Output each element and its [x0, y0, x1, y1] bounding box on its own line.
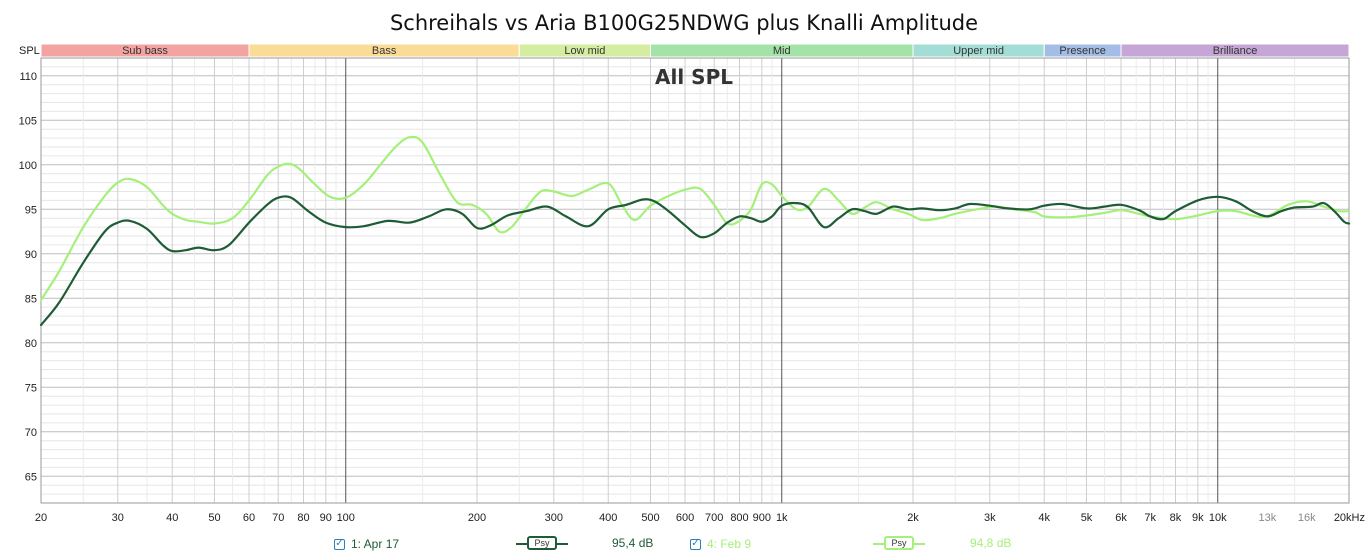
y-tick-label: 80 [25, 338, 37, 350]
series-1-checkbox[interactable]: ✓ [334, 538, 345, 550]
x-tick-label: 20 [35, 512, 47, 524]
band-brilliance [1120, 43, 1350, 58]
band-label: Low mid [564, 45, 605, 57]
y-tick-label: 105 [19, 115, 37, 127]
x-tick-label: 30 [112, 512, 124, 524]
series-2-average-value: 94,8 dB [970, 536, 1012, 550]
x-tick-label: 13k [1259, 512, 1277, 524]
x-tick-label: 9k [1192, 512, 1204, 524]
legend-item-series-2[interactable]: ✓ 4: Feb 9 [690, 535, 751, 553]
x-tick-label: 4k [1038, 512, 1050, 524]
x-tick-label: 40 [166, 512, 178, 524]
x-tick-label: 700 [705, 512, 723, 524]
plot-border [40, 57, 1350, 504]
y-tick-label: 100 [19, 160, 37, 172]
x-tick-label: 7k [1144, 512, 1156, 524]
x-tick-label: 20kHz [1334, 512, 1365, 524]
band-label: Mid [773, 45, 791, 57]
x-tick-label: 70 [272, 512, 284, 524]
x-tick-label: 60 [243, 512, 255, 524]
series-2-line-style[interactable]: Psy [873, 535, 925, 553]
y-tick-label: 85 [25, 293, 37, 305]
band-label: Upper mid [953, 45, 1004, 57]
x-tick-label: 600 [676, 512, 694, 524]
x-axis-ticks: 20 30 40 50 60 70 80 90 100 200 300 400 500 600 700 800… [35, 512, 1365, 524]
x-tick-label: 900 [753, 512, 771, 524]
x-tick-label: 80 [297, 512, 309, 524]
series-1-line-style[interactable]: Psy [516, 535, 568, 553]
y-axis-ticks: 65 70 75 80 85 90 95 100 105 110 [19, 71, 37, 483]
series-line-1 [39, 195, 1351, 327]
x-tick-label: 50 [208, 512, 220, 524]
y-tick-label: 70 [25, 427, 37, 439]
x-tick-label: 400 [599, 512, 617, 524]
x-tick-label: 5k [1081, 512, 1093, 524]
y-tick-label: 65 [25, 471, 37, 483]
x-tick-label: 800 [730, 512, 748, 524]
chart-title: Schreihals vs Aria B100G25NDWG plus Knal… [390, 11, 978, 35]
x-tick-label: 6k [1115, 512, 1127, 524]
band-label: Presence [1059, 45, 1105, 57]
band-label: Sub bass [122, 45, 168, 57]
x-tick-label: 16k [1298, 512, 1316, 524]
frequency-bands: Sub bass Bass Low mid Mid Upper mid Presence B… [40, 43, 1350, 58]
y-tick-label: 95 [25, 204, 37, 216]
x-tick-label: 8k [1170, 512, 1182, 524]
series-1-average-value: 95,4 dB [612, 536, 654, 550]
data-series [39, 135, 1351, 327]
y-tick-label: 90 [25, 249, 37, 261]
x-tick-label: 2k [907, 512, 919, 524]
legend-item-series-1[interactable]: ✓ 1: Apr 17 [334, 535, 399, 553]
band-label: Bass [372, 45, 397, 57]
y-tick-label: 75 [25, 382, 37, 394]
y-axis-label: SPL [19, 45, 40, 57]
series-2-checkbox[interactable]: ✓ [690, 538, 701, 550]
x-tick-label: 3k [984, 512, 996, 524]
series-2-psy-button[interactable]: Psy [884, 536, 914, 550]
x-tick-label: 500 [641, 512, 659, 524]
x-tick-label: 90 [320, 512, 332, 524]
band-label: Brilliance [1213, 45, 1258, 57]
x-tick-label: 100 [337, 512, 355, 524]
series-1-label: 1: Apr 17 [351, 537, 400, 551]
series-line-2 [39, 135, 1351, 302]
grid-lines [40, 57, 1350, 504]
series-1-psy-button[interactable]: Psy [527, 536, 557, 550]
y-tick-label: 110 [19, 71, 37, 83]
x-tick-label: 200 [468, 512, 486, 524]
x-tick-label: 10k [1209, 512, 1227, 524]
series-2-label: 4: Feb 9 [707, 537, 752, 551]
x-tick-label: 300 [545, 512, 563, 524]
x-tick-label: 1k [776, 512, 788, 524]
chart-annotation: All SPL [655, 65, 733, 89]
